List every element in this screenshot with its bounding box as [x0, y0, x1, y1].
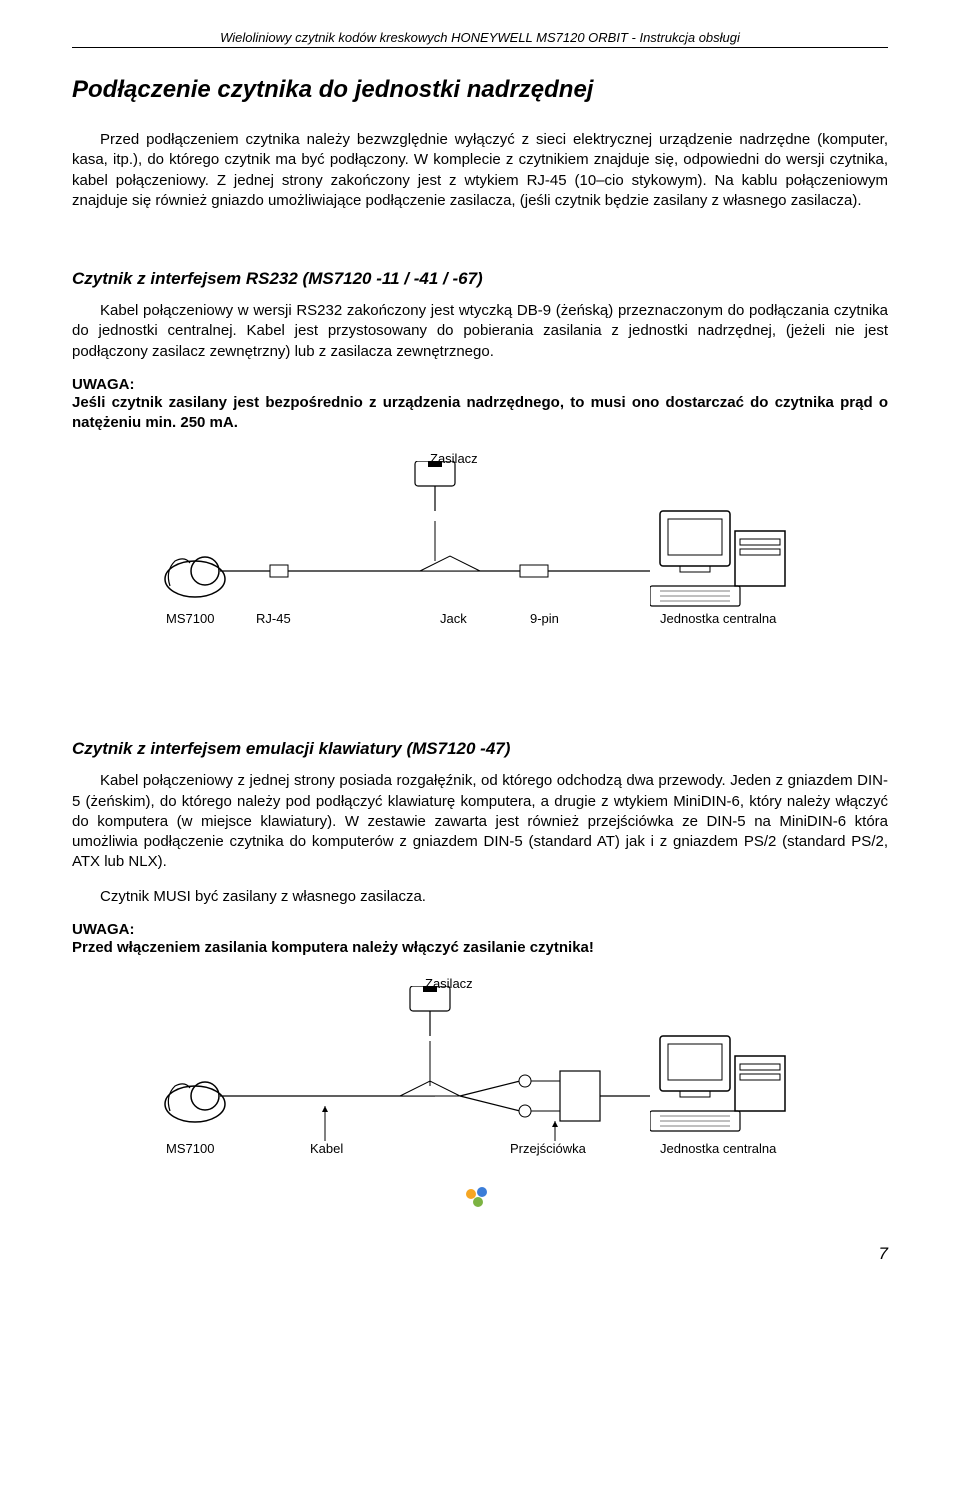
- dia1-label-9pin: 9-pin: [530, 611, 559, 626]
- footer-logo: [72, 1186, 888, 1214]
- section2-body: Kabel połączeniowy z jednej strony posia…: [72, 771, 888, 872]
- page-number: 7: [72, 1244, 888, 1264]
- arrow-icon: [550, 1121, 560, 1141]
- dia1-label-jack: Jack: [440, 611, 467, 626]
- dia1-label-zasilacz: Zasilacz: [430, 451, 478, 466]
- page-title: Podłączenie czytnika do jednostki nadrzę…: [72, 76, 888, 104]
- dia2-label-przejsciowka: Przejściówka: [510, 1141, 586, 1156]
- section1-uwaga-label: UWAGA:: [72, 376, 888, 393]
- dia2-label-kabel: Kabel: [310, 1141, 343, 1156]
- section1-uwaga-text: Jeśli czytnik zasilany jest bezpośrednio…: [72, 393, 888, 434]
- dia1-label-jednostka: Jednostka centralna: [660, 611, 776, 626]
- dia2-label-zasilacz: Zasilacz: [425, 976, 473, 991]
- section1-heading: Czytnik z interfejsem RS232 (MS7120 -11 …: [72, 269, 888, 289]
- dia1-label-ms7100: MS7100: [166, 611, 214, 626]
- section2-heading: Czytnik z interfejsem emulacji klawiatur…: [72, 739, 888, 759]
- cable-line: [220, 511, 660, 581]
- computer-icon: [650, 1026, 790, 1136]
- dia1-label-rj45: RJ-45: [256, 611, 291, 626]
- power-supply-icon: [410, 461, 460, 516]
- section2-body2: Czytnik MUSI być zasilany z własnego zas…: [72, 887, 888, 907]
- computer-icon: [650, 501, 790, 611]
- cable-line: [220, 1031, 660, 1126]
- page-header: Wieloliniowy czytnik kodów kreskowych HO…: [72, 30, 888, 48]
- dia2-label-jednostka: Jednostka centralna: [660, 1141, 776, 1156]
- intro-paragraph: Przed podłączeniem czytnika należy bezwz…: [72, 130, 888, 211]
- dia2-label-ms7100: MS7100: [166, 1141, 214, 1156]
- logo-icon: [462, 1186, 498, 1210]
- section2-uwaga-label: UWAGA:: [72, 921, 888, 938]
- section2-uwaga-text: Przed włączeniem zasilania komputera nal…: [72, 938, 888, 958]
- arrow-icon: [320, 1106, 330, 1141]
- diagram-rs232: Zasilacz MS7100 RJ-45 Jack 9-pin Jednost…: [160, 451, 800, 651]
- section1-body: Kabel połączeniowy w wersji RS232 zakońc…: [72, 301, 888, 362]
- diagram-keyboard: Zasilacz MS7100 Kabel Przejściówka Jedno…: [160, 976, 800, 1176]
